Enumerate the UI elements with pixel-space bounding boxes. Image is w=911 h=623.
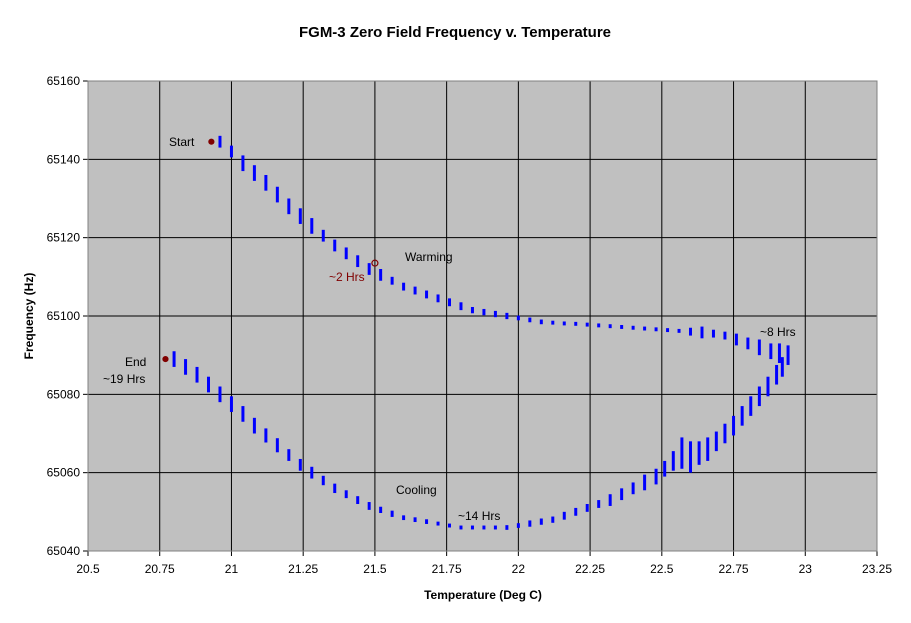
x-tick-label: 22.5 — [650, 562, 674, 576]
x-tick-label: 23 — [799, 562, 813, 576]
annotation-8-hrs: ~8 Hrs — [760, 325, 796, 339]
y-axis-title: Frequency (Hz) — [22, 273, 36, 360]
point-marker — [371, 259, 379, 267]
x-tick-label: 20.75 — [145, 562, 175, 576]
annotation-19-hrs: ~19 Hrs — [103, 372, 145, 386]
gridlines — [83, 80, 878, 556]
data-marks — [172, 135, 790, 530]
x-tick-label: 21.5 — [363, 562, 387, 576]
y-tick-label: 65040 — [47, 544, 81, 558]
point-marker — [208, 138, 215, 145]
annotation-2-hrs: ~2 Hrs — [329, 270, 365, 284]
x-tick-label: 23.25 — [862, 562, 892, 576]
tick-labels: 20.5 20.75 21 21.25 21.5 21.75 22 22.25 22.5 22.7… — [47, 74, 893, 576]
x-axis-title: Temperature (Deg C) — [424, 588, 542, 602]
point-marker — [162, 355, 169, 363]
annotation-cooling: Cooling — [396, 483, 437, 497]
y-tick-label: 65100 — [47, 309, 81, 323]
y-tick-label: 65160 — [47, 74, 81, 88]
y-tick-label: 65140 — [47, 152, 81, 166]
annotation-start: Start — [169, 135, 195, 149]
y-tick-label: 65120 — [47, 231, 81, 245]
x-tick-label: 21.25 — [288, 562, 318, 576]
x-tick-label: 22.25 — [575, 562, 605, 576]
x-tick-label: 22 — [512, 562, 526, 576]
point-markers — [162, 138, 379, 363]
y-tick-label: 65080 — [47, 387, 81, 401]
x-tick-label: 21.75 — [432, 562, 462, 576]
plot-border — [87, 80, 878, 552]
x-tick-label: 21 — [225, 562, 239, 576]
annotation-end: End — [125, 355, 146, 369]
x-tick-label: 20.5 — [76, 562, 100, 576]
annotation-14-hrs: ~14 Hrs — [458, 509, 500, 523]
y-tick-label: 65060 — [47, 466, 81, 480]
chart-title: FGM-3 Zero Field Frequency v. Temperatur… — [299, 24, 611, 41]
x-tick-label: 22.75 — [719, 562, 749, 576]
annotation-warming: Warming — [405, 250, 453, 264]
